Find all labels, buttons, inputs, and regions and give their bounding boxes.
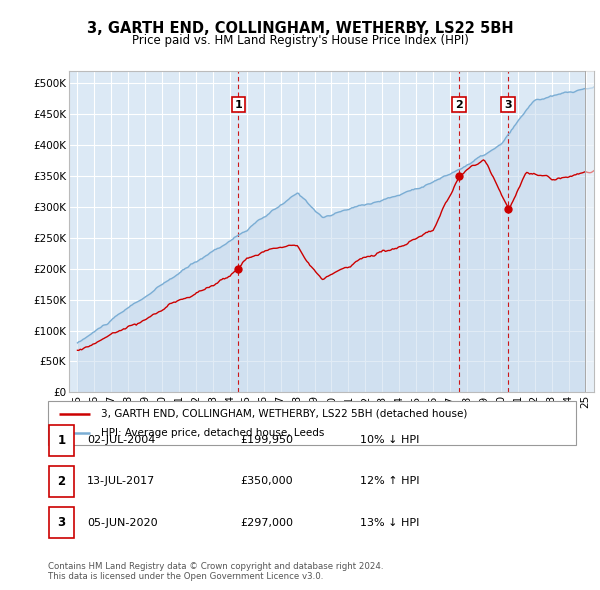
Text: 3, GARTH END, COLLINGHAM, WETHERBY, LS22 5BH: 3, GARTH END, COLLINGHAM, WETHERBY, LS22… [86,21,514,35]
Text: Price paid vs. HM Land Registry's House Price Index (HPI): Price paid vs. HM Land Registry's House … [131,34,469,47]
FancyBboxPatch shape [48,401,576,445]
Text: 3: 3 [58,516,65,529]
Text: 12% ↑ HPI: 12% ↑ HPI [360,477,419,486]
Text: 13-JUL-2017: 13-JUL-2017 [87,477,155,486]
Text: Contains HM Land Registry data © Crown copyright and database right 2024.
This d: Contains HM Land Registry data © Crown c… [48,562,383,581]
Polygon shape [586,71,594,392]
Text: 02-JUL-2004: 02-JUL-2004 [87,435,155,445]
FancyBboxPatch shape [49,507,74,538]
Text: £350,000: £350,000 [240,477,293,486]
Text: 3: 3 [504,100,512,110]
Text: 10% ↓ HPI: 10% ↓ HPI [360,435,419,445]
Text: 2: 2 [58,475,65,488]
Text: 05-JUN-2020: 05-JUN-2020 [87,518,158,527]
Text: £297,000: £297,000 [240,518,293,527]
FancyBboxPatch shape [49,466,74,497]
FancyBboxPatch shape [49,425,74,455]
Text: 13% ↓ HPI: 13% ↓ HPI [360,518,419,527]
Text: 1: 1 [235,100,242,110]
Text: 2: 2 [455,100,463,110]
Text: 3, GARTH END, COLLINGHAM, WETHERBY, LS22 5BH (detached house): 3, GARTH END, COLLINGHAM, WETHERBY, LS22… [101,409,467,418]
Text: HPI: Average price, detached house, Leeds: HPI: Average price, detached house, Leed… [101,428,324,438]
Text: 1: 1 [58,434,65,447]
Text: £199,950: £199,950 [240,435,293,445]
